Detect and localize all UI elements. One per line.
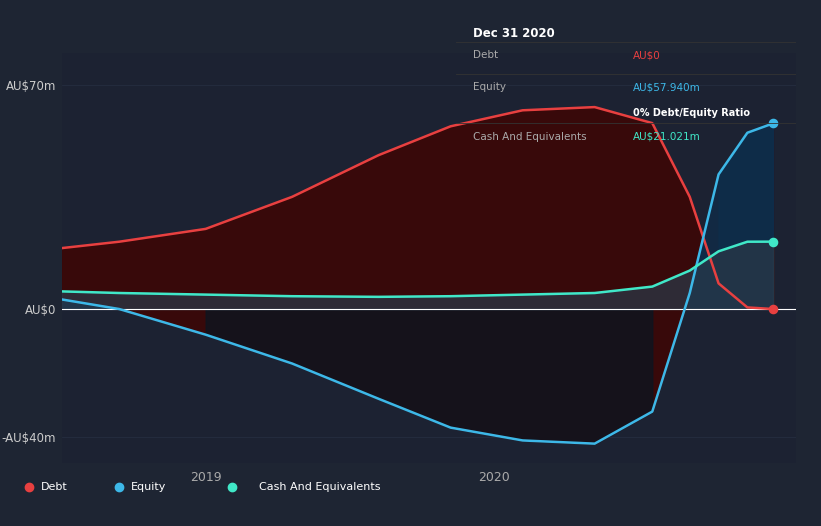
Point — [767, 305, 780, 313]
Text: Dec 31 2020: Dec 31 2020 — [473, 27, 554, 41]
Text: AU$57.940m: AU$57.940m — [633, 83, 700, 93]
Text: Cash And Equivalents: Cash And Equivalents — [473, 132, 586, 141]
Text: AU$0: AU$0 — [633, 50, 661, 60]
Point — [767, 119, 780, 127]
Point — [767, 237, 780, 246]
Text: AU$21.021m: AU$21.021m — [633, 132, 700, 141]
Text: Debt: Debt — [473, 50, 498, 60]
Text: Cash And Equivalents: Cash And Equivalents — [259, 481, 381, 492]
Text: Debt: Debt — [41, 481, 68, 492]
Text: 0% Debt/Equity Ratio: 0% Debt/Equity Ratio — [633, 108, 750, 118]
Text: Equity: Equity — [131, 481, 167, 492]
Text: Equity: Equity — [473, 83, 506, 93]
